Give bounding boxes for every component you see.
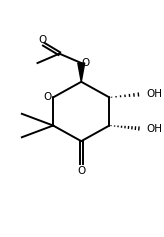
Text: OH: OH bbox=[146, 89, 162, 99]
Text: OH: OH bbox=[146, 124, 162, 134]
Text: O: O bbox=[38, 35, 46, 45]
Polygon shape bbox=[78, 63, 85, 82]
Text: O: O bbox=[77, 166, 85, 176]
Text: O: O bbox=[82, 58, 90, 68]
Text: O: O bbox=[43, 92, 52, 102]
